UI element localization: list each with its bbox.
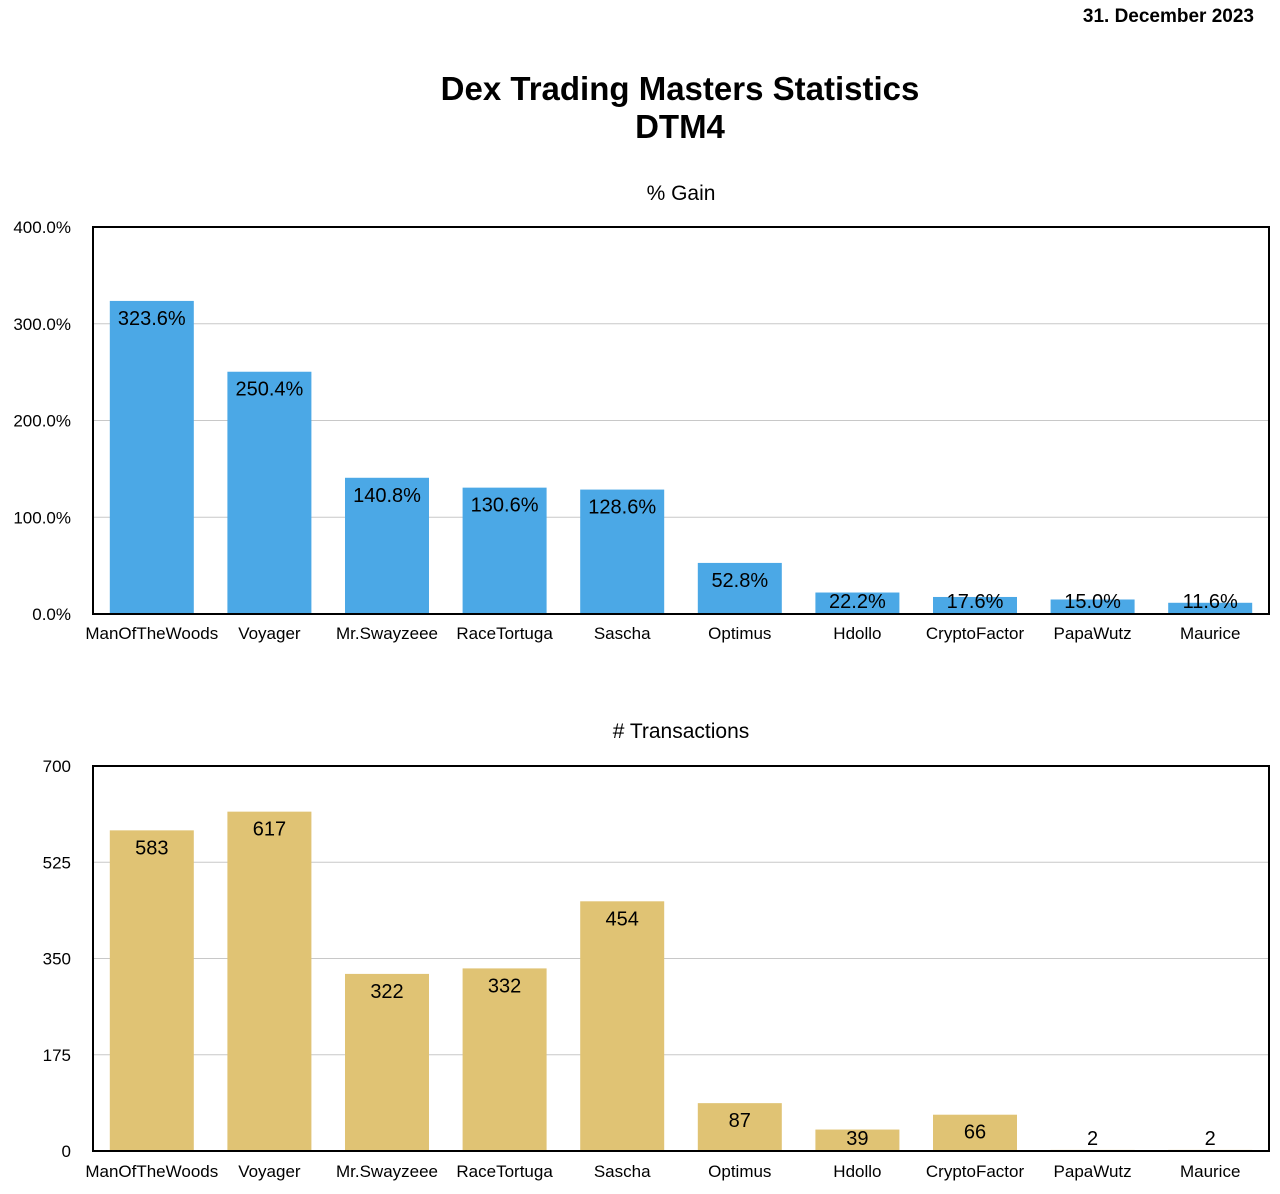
x-category-label: ManOfTheWoods xyxy=(85,624,218,643)
data-label: 17.6% xyxy=(947,591,1004,613)
x-category-label: Maurice xyxy=(1180,1162,1240,1181)
x-category-label: Mr.Swayzeee xyxy=(336,1162,438,1181)
bar xyxy=(1050,599,1135,614)
x-category-label: Hdollo xyxy=(833,1162,881,1181)
data-label: 2 xyxy=(1087,1128,1098,1150)
bar xyxy=(345,973,429,1151)
bar xyxy=(345,477,429,614)
bar xyxy=(1168,602,1253,614)
bar xyxy=(109,300,194,614)
data-label: 130.6% xyxy=(471,495,539,517)
bar xyxy=(462,487,547,614)
data-label: 66 xyxy=(964,1122,986,1144)
data-label: 322 xyxy=(370,981,403,1003)
data-label: 617 xyxy=(253,819,286,841)
y-tick-label: 300.0% xyxy=(13,315,71,334)
data-label: 39 xyxy=(846,1128,868,1150)
x-category-label: Mr.Swayzeee xyxy=(336,624,438,643)
chart-title: % Gain xyxy=(647,182,716,205)
bar xyxy=(697,1103,782,1151)
bar xyxy=(580,901,665,1151)
data-label: 583 xyxy=(135,837,168,859)
bar xyxy=(697,562,782,614)
data-label: 52.8% xyxy=(711,570,768,592)
data-label: 22.2% xyxy=(829,591,886,613)
x-category-label: ManOfTheWoods xyxy=(85,1162,218,1181)
x-category-label: Sascha xyxy=(594,1162,651,1181)
y-tick-label: 525 xyxy=(43,853,71,872)
x-category-label: Optimus xyxy=(708,624,771,643)
bar xyxy=(462,968,547,1151)
bar xyxy=(580,489,665,614)
x-category-label: Voyager xyxy=(238,1162,301,1181)
x-category-label: Hdollo xyxy=(833,624,881,643)
data-label: 15.0% xyxy=(1064,591,1121,613)
data-label: 128.6% xyxy=(588,497,656,519)
title-line-1: Dex Trading Masters Statistics xyxy=(440,70,920,107)
data-label: 323.6% xyxy=(118,308,186,330)
bar xyxy=(815,1129,900,1151)
gain-bar-chart: % Gain 0.0% 100.0% 200.0% 300.0% 400.0% 323.6%… xyxy=(13,182,1270,643)
y-tick-label: 400.0% xyxy=(13,218,71,237)
chart-title: # Transactions xyxy=(613,720,750,743)
bar xyxy=(227,371,312,614)
data-label: 250.4% xyxy=(235,379,303,401)
transactions-bar-chart: # Transactions 0 175 350 525 700 583 ManOfTheWo… xyxy=(43,720,1270,1181)
data-label: 87 xyxy=(729,1110,751,1132)
x-category-label: Sascha xyxy=(594,624,651,643)
bar xyxy=(109,830,194,1151)
x-category-label: CryptoFactor xyxy=(926,624,1025,643)
x-category-label: Voyager xyxy=(238,624,301,643)
y-tick-label: 0 xyxy=(62,1142,71,1161)
plot-frame xyxy=(92,226,1270,615)
page-title: Dex Trading Masters Statistics DTM4 xyxy=(0,70,1280,146)
x-category-label: RaceTortuga xyxy=(456,1162,553,1181)
x-category-label: Maurice xyxy=(1180,624,1240,643)
title-line-2: DTM4 xyxy=(635,108,725,145)
bar xyxy=(227,811,312,1151)
y-tick-label: 700 xyxy=(43,757,71,776)
report-date: 31. December 2023 xyxy=(1082,6,1254,27)
y-tick-label: 175 xyxy=(43,1046,71,1065)
y-tick-label: 350 xyxy=(43,950,71,969)
x-category-label: RaceTortuga xyxy=(456,624,553,643)
plot-frame xyxy=(92,765,1270,1152)
bar xyxy=(933,1114,1017,1151)
x-category-label: Optimus xyxy=(708,1162,771,1181)
x-category-label: PapaWutz xyxy=(1054,624,1132,643)
data-label: 140.8% xyxy=(353,485,421,507)
bar xyxy=(815,592,900,614)
x-category-label: CryptoFactor xyxy=(926,1162,1025,1181)
y-tick-label: 0.0% xyxy=(32,605,71,624)
data-label: 11.6% xyxy=(1183,591,1238,613)
bar xyxy=(933,596,1017,614)
y-tick-label: 200.0% xyxy=(13,412,71,431)
data-label: 454 xyxy=(606,908,639,930)
data-label: 332 xyxy=(488,975,521,997)
x-category-label: PapaWutz xyxy=(1054,1162,1132,1181)
y-tick-label: 100.0% xyxy=(13,508,71,527)
data-label: 2 xyxy=(1205,1128,1216,1150)
